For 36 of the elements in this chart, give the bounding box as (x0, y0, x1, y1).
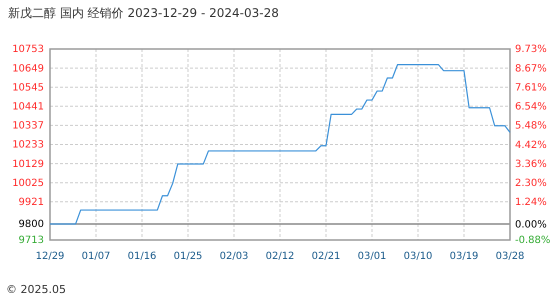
y-tick-label: 10649 (12, 63, 44, 74)
y-tick-label: 10025 (12, 178, 44, 189)
y-tick-label: 10233 (12, 140, 44, 151)
y-tick-label: 10545 (12, 82, 44, 94)
x-tick-label: 03/01 (358, 251, 386, 262)
x-tick-label: 03/10 (404, 251, 432, 262)
y2-tick-label: 3.36% (515, 158, 547, 170)
y-tick-label: 9800 (18, 219, 44, 230)
x-tick-label: 01/16 (128, 251, 156, 262)
x-tick-label: 01/07 (82, 251, 110, 262)
y-tick-label: 10337 (12, 120, 44, 132)
y2-tick-label: 4.42% (515, 140, 547, 151)
line-series (49, 64, 511, 225)
y2-tick-label: -0.88% (515, 235, 550, 246)
text: © 2025.05 (6, 283, 66, 296)
x-tick-label: 03/28 (496, 251, 524, 262)
x-tick-label: 02/21 (312, 251, 340, 262)
y-tick-label: 9713 (18, 235, 44, 246)
x-tick-label: 12/29 (36, 251, 64, 262)
y2-tick-label: 2.30% (515, 178, 547, 189)
y2-tick-label: 7.61% (515, 82, 547, 94)
y-tick-label: 10441 (12, 102, 44, 112)
x-tick-label: 01/25 (174, 251, 202, 262)
x-tick-label: 02/12 (266, 251, 294, 262)
y2-tick-label: 0.00% (515, 219, 547, 230)
y2-tick-label: 1.24% (515, 197, 547, 208)
y2-tick-label: 8.67% (515, 63, 547, 74)
y-tick-label: 10129 (12, 158, 44, 170)
y2-tick-label: 5.48% (515, 120, 547, 132)
x-tick-label: 03/19 (450, 251, 478, 262)
chart-title: 新戊二醇 国内 经销价 2023-12-29 - 2024-03-28 (8, 6, 279, 20)
y-tick-label: 9921 (18, 197, 44, 208)
y-tick-label: 10753 (12, 44, 44, 56)
y2-tick-label: 9.73% (515, 44, 547, 56)
x-tick-label: 02/03 (220, 251, 248, 262)
y2-tick-label: 6.54% (515, 102, 547, 113)
